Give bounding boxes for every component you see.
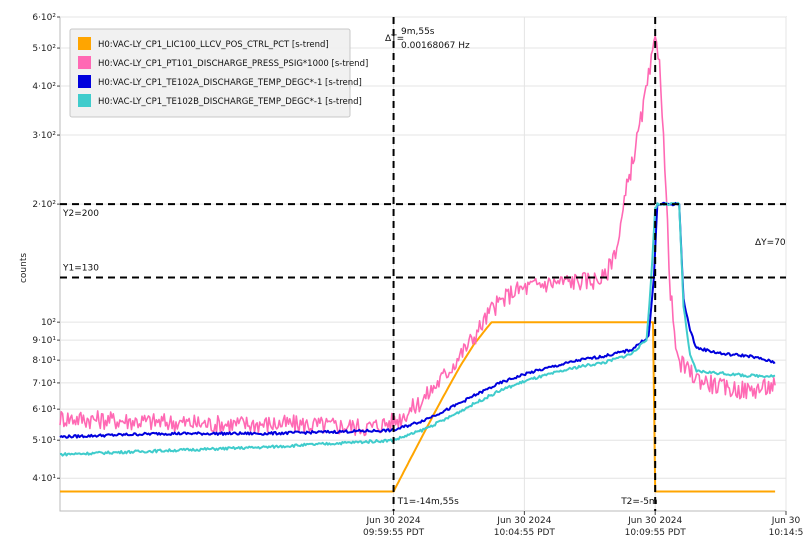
y-tick-label: 2·10² bbox=[32, 200, 56, 210]
x-tick-label-time: 10:09:55 PDT bbox=[625, 528, 687, 538]
series-line-1 bbox=[60, 321, 776, 493]
cursor-t2-label: T2=-5m bbox=[620, 497, 658, 507]
y-tick-label: 10² bbox=[41, 318, 56, 328]
delta-t-value: 9m,55s bbox=[401, 27, 435, 37]
y-tick-label: 9·10¹ bbox=[32, 336, 56, 346]
y-tick-label: 7·10¹ bbox=[32, 379, 56, 389]
y-tick-label: 3·10² bbox=[32, 131, 56, 141]
delta-t-frequency: 0.00168067 Hz bbox=[401, 41, 470, 51]
legend-entry-4: H0:VAC-LY_CP1_TE102B_DISCHARGE_TEMP_DEGC… bbox=[98, 97, 362, 107]
cursor-y2-label: Y2=200 bbox=[62, 209, 99, 219]
delta-y-label: ΔY=70 bbox=[755, 238, 786, 248]
delta-t-prefix: ΔT= bbox=[385, 34, 404, 44]
legend-entry-3: H0:VAC-LY_CP1_TE102A_DISCHARGE_TEMP_DEGC… bbox=[98, 78, 362, 88]
series-line-2 bbox=[59, 35, 776, 437]
cursor-y1-label: Y1=130 bbox=[62, 263, 99, 273]
legend-swatch-2 bbox=[78, 56, 91, 69]
legend-entry-1: H0:VAC-LY_CP1_LIC100_LLCV_POS_CTRL_PCT [… bbox=[98, 40, 329, 50]
legend-swatch-4 bbox=[78, 94, 91, 107]
legend-swatch-3 bbox=[78, 75, 91, 88]
x-tick-label-time: 09:59:55 PDT bbox=[363, 528, 425, 538]
x-tick-label-date: Jun 30 2024 bbox=[496, 516, 551, 526]
axes: 4·10¹ 5·10¹ 6·10¹ 7·10¹ 8·10¹ 9·10¹ 10² 2·10² 3·… bbox=[32, 13, 803, 538]
series-line-4 bbox=[59, 201, 776, 457]
y-axis-label: counts bbox=[19, 253, 29, 283]
legend: H0:VAC-LY_CP1_LIC100_LLCV_POS_CTRL_PCT [… bbox=[69, 28, 368, 118]
legend-swatch-1 bbox=[78, 37, 91, 50]
y-tick-label: 4·10² bbox=[32, 82, 56, 92]
x-tick-label-time: 10:14:5 bbox=[769, 528, 804, 538]
cursors[interactable]: T1=-14m,55s T2=-5m Y1=130 Y2=200 ΔT=9m,55s 0.… bbox=[60, 17, 786, 511]
cursor-t1-label: T1=-14m,55s bbox=[397, 497, 460, 507]
legend-box bbox=[69, 28, 351, 118]
x-tick-label-date: Jun 30 bbox=[771, 516, 801, 526]
y-tick-label: 4·10¹ bbox=[32, 474, 56, 484]
y-tick-label: 5·10² bbox=[32, 44, 56, 54]
y-tick-label: 6·10² bbox=[32, 13, 56, 23]
series-line-3 bbox=[59, 201, 776, 439]
y-tick-label: 6·10¹ bbox=[32, 405, 56, 415]
series-lines bbox=[59, 35, 776, 493]
x-tick-label-date: Jun 30 2024 bbox=[365, 516, 420, 526]
x-tick-label-date: Jun 30 2024 bbox=[627, 516, 682, 526]
y-tick-label: 8·10¹ bbox=[32, 356, 56, 366]
y-tick-label: 5·10¹ bbox=[32, 436, 56, 446]
legend-entry-2: H0:VAC-LY_CP1_PT101_DISCHARGE_PRESS_PSIG… bbox=[98, 59, 368, 69]
x-tick-label-time: 10:04:55 PDT bbox=[494, 528, 556, 538]
